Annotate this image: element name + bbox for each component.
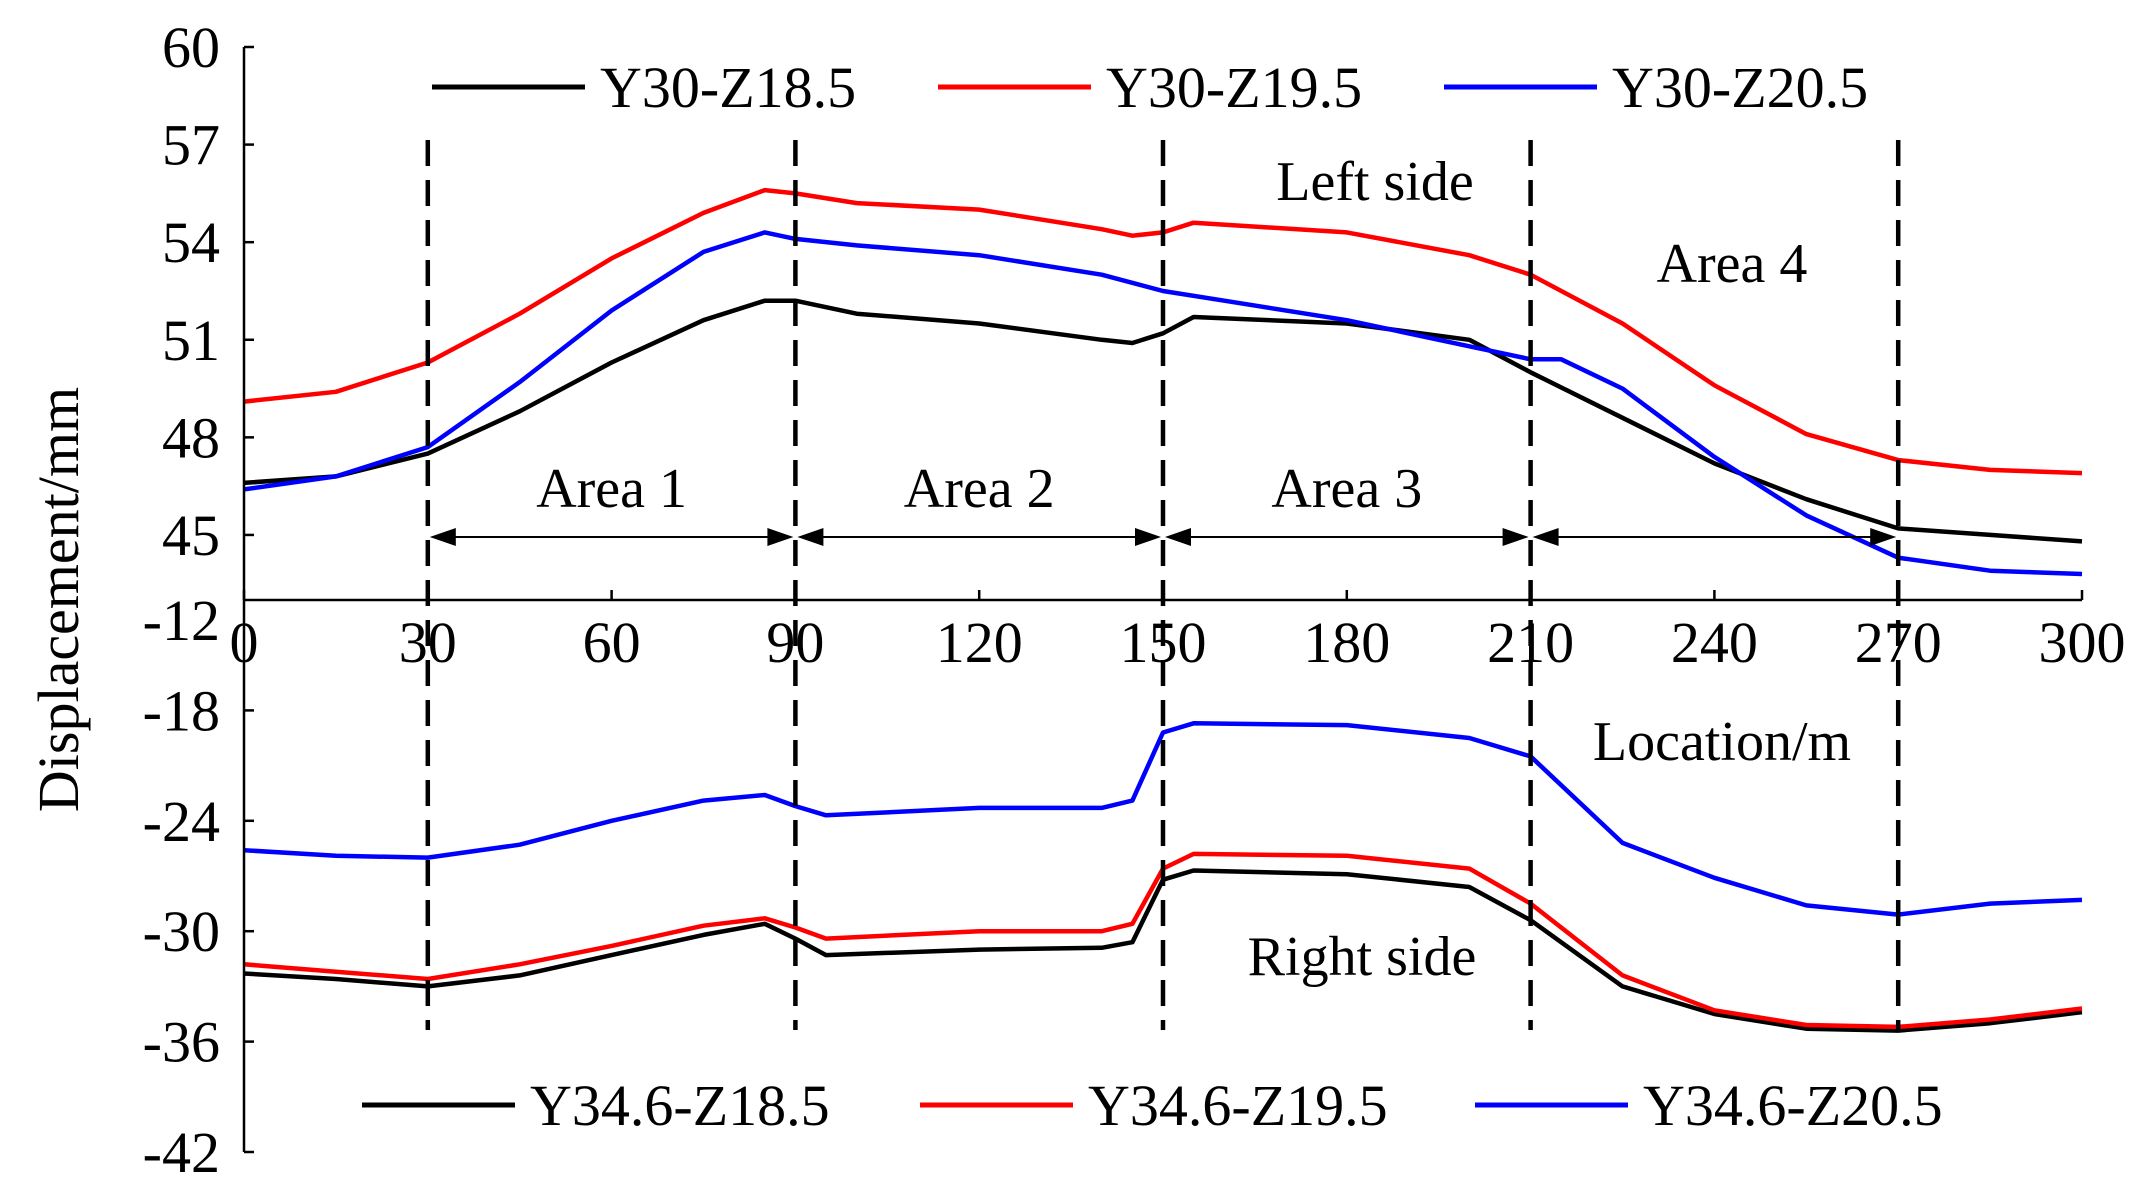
series-line-y30-z20-5 bbox=[243, 230, 2083, 577]
arrowhead-right bbox=[1870, 528, 1897, 546]
series-lines-layer bbox=[243, 187, 2083, 1033]
x-axis-title: Location/m bbox=[1593, 711, 1851, 773]
x-tick-label: 60 bbox=[583, 610, 641, 675]
axes-layer bbox=[242, 45, 2084, 1154]
arrowhead-right bbox=[1135, 528, 1161, 546]
y-tick-label: -30 bbox=[143, 899, 220, 964]
series-line-y34-6-z18-5 bbox=[243, 868, 2083, 1033]
x-tick-label: 90 bbox=[766, 610, 824, 675]
y-tick-label: 57 bbox=[162, 113, 220, 178]
x-tick-label: 210 bbox=[1487, 610, 1574, 675]
y-tick-label: -42 bbox=[143, 1120, 220, 1174]
area-label: Area 1 bbox=[536, 458, 687, 520]
arrowhead-left bbox=[1165, 528, 1191, 546]
y-tick-label: -12 bbox=[143, 588, 220, 653]
region-lines-layer bbox=[425, 140, 1901, 1030]
x-tick-label: 0 bbox=[230, 610, 259, 675]
arrowhead-right bbox=[1502, 528, 1529, 546]
x-tick-label: 150 bbox=[1120, 610, 1207, 675]
y-tick-label: -36 bbox=[143, 1010, 220, 1075]
series-line-y34-6-z19-5 bbox=[243, 851, 2083, 1030]
arrowhead-left bbox=[429, 528, 456, 546]
y-tick-label: 60 bbox=[162, 15, 220, 80]
y-tick-label: 54 bbox=[162, 210, 220, 275]
y-axis-title: Displacement/mm bbox=[26, 387, 91, 812]
legend-label: Y30-Z20.5 bbox=[1612, 55, 1868, 120]
y-tick-label: 51 bbox=[162, 308, 220, 373]
x-tick-label: 240 bbox=[1671, 610, 1758, 675]
arrowhead-left bbox=[797, 528, 824, 546]
y-tick-label: 45 bbox=[162, 503, 220, 568]
annotations-layer: Displacement/mm Location/m Left side Right … bbox=[26, 151, 1897, 988]
series-line-y34-6-z20-5 bbox=[243, 721, 2083, 917]
legend-label: Y34.6-Z18.5 bbox=[530, 1073, 830, 1138]
y-tick-label: 48 bbox=[162, 405, 220, 470]
series-line-y30-z19-5 bbox=[243, 187, 2083, 476]
x-tick-label: 30 bbox=[399, 610, 457, 675]
arrowhead-right bbox=[767, 528, 794, 546]
area-label: Area 3 bbox=[1271, 458, 1422, 520]
x-tick-label: 270 bbox=[1855, 610, 1942, 675]
y-tick-label: -24 bbox=[143, 789, 220, 854]
right-side-label: Right side bbox=[1248, 926, 1477, 988]
legend-layer: Y30-Z18.5 Y30-Z19.5 Y30-Z20.5 Y34.6-Z18.5 Y3… bbox=[362, 55, 1943, 1138]
area-label: Area 4 bbox=[1657, 233, 1808, 295]
y-tick-label: -18 bbox=[143, 678, 220, 743]
arrowhead-left bbox=[1532, 528, 1559, 546]
legend-label: Y34.6-Z19.5 bbox=[1088, 1073, 1388, 1138]
left-side-label: Left side bbox=[1276, 151, 1473, 213]
area-label: Area 2 bbox=[904, 458, 1055, 520]
x-tick-label: 300 bbox=[2039, 610, 2126, 675]
legend-label: Y34.6-Z20.5 bbox=[1643, 1073, 1943, 1138]
legend-label: Y30-Z19.5 bbox=[1106, 55, 1362, 120]
x-tick-label: 120 bbox=[936, 610, 1023, 675]
legend-label: Y30-Z18.5 bbox=[600, 55, 856, 120]
x-tick-label: 180 bbox=[1303, 610, 1390, 675]
tick-labels-layer: 60 57 54 51 48 45 -12 -18 -24 -30 -36 -42 0 30 60 90 120… bbox=[143, 15, 2126, 1179]
